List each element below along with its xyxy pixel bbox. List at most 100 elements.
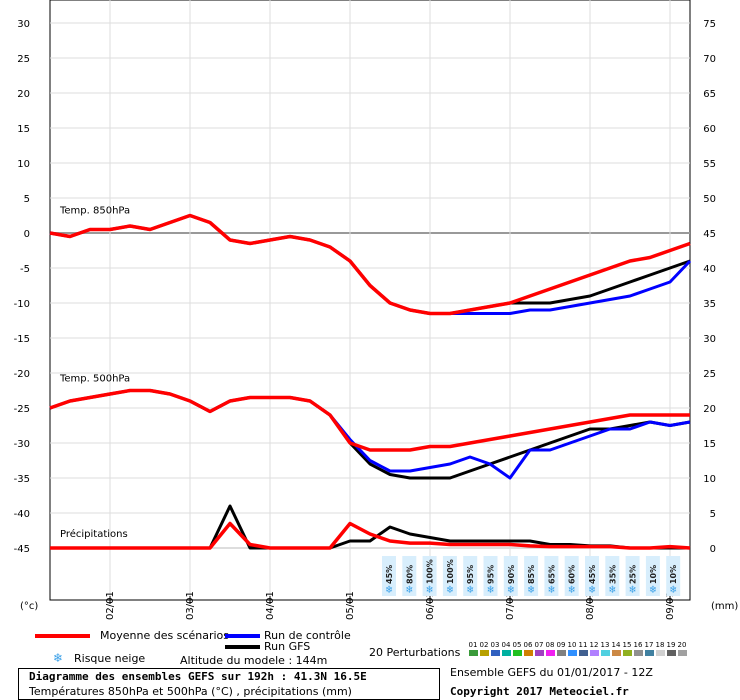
left-tick-label: 0 xyxy=(24,229,30,240)
left-tick-label: -10 xyxy=(14,299,30,310)
snowflake-icon: ❄ xyxy=(609,583,616,596)
legend-perturbations: 20 Perturbations xyxy=(369,646,461,659)
perturbation-swatch xyxy=(546,650,555,656)
x-tick-label: 06/01 xyxy=(425,591,436,620)
snow-risk-bg xyxy=(666,556,681,596)
snow-risk-value: 100% xyxy=(446,559,455,584)
snow-risk-bg xyxy=(585,556,599,596)
perturbation-number: 11 xyxy=(578,641,588,649)
left-tick-label: 5 xyxy=(24,194,30,205)
perturbation-swatch xyxy=(678,650,687,656)
left-tick-label: 30 xyxy=(17,19,30,30)
panel-label: Précipitations xyxy=(60,528,128,540)
snowflake-icon: ❄ xyxy=(53,651,64,665)
right-tick-label: 35 xyxy=(703,299,716,310)
left-tick-label: -40 xyxy=(14,509,30,520)
perturbation-swatch xyxy=(634,650,643,656)
perturbation-swatch xyxy=(502,650,511,656)
perturbation-swatch xyxy=(524,650,533,656)
perturbation-number: 15 xyxy=(622,641,632,649)
right-tick-label: 30 xyxy=(703,334,716,345)
legend-control-swatch xyxy=(225,634,260,638)
snow-risk-value: 80% xyxy=(405,565,414,584)
snow-risk-value: 95% xyxy=(466,565,475,584)
perturbation-swatch xyxy=(557,650,566,656)
left-unit-label: (°c) xyxy=(20,601,38,612)
snow-risk-bg xyxy=(483,556,498,596)
perturbation-number: 12 xyxy=(589,641,599,649)
left-tick-label: -20 xyxy=(14,369,30,380)
right-tick-label: 50 xyxy=(703,194,716,205)
snowflake-icon: ❄ xyxy=(629,583,636,596)
legend-control-label: Run de contrôle xyxy=(264,629,351,642)
snow-risk-bg xyxy=(463,556,478,596)
left-tick-label: -30 xyxy=(14,439,30,450)
snow-risk-bg xyxy=(422,556,437,596)
right-tick-label: 55 xyxy=(703,159,716,170)
right-tick-label: 10 xyxy=(703,474,716,485)
right-tick-label: 40 xyxy=(703,264,716,275)
x-tick-label: 04/01 xyxy=(265,591,276,620)
perturbation-swatch xyxy=(612,650,621,656)
info-box: Diagramme des ensembles GEFS sur 192h : … xyxy=(18,668,440,700)
snow-risk-value: 35% xyxy=(608,565,617,584)
series-line xyxy=(49,388,690,452)
perturbation-number: 05 xyxy=(512,641,522,649)
snow-risk-bg xyxy=(382,556,396,596)
perturbation-number: 03 xyxy=(490,641,500,649)
snow-risk-bg xyxy=(605,556,620,596)
perturbation-swatch xyxy=(645,650,654,656)
snow-risk-value: 100% xyxy=(426,559,435,584)
perturbation-number: 17 xyxy=(644,641,654,649)
snowflake-icon: ❄ xyxy=(447,583,454,596)
snow-risk-row: 45%❄80%❄100%❄100%❄95%❄95%❄90%❄85%❄65%❄60… xyxy=(382,556,681,596)
snow-risk-bg xyxy=(625,556,640,596)
perturbation-swatch xyxy=(623,650,632,656)
right-tick-label: 25 xyxy=(703,369,716,380)
x-tick-label: 05/01 xyxy=(345,591,356,620)
snowflake-icon: ❄ xyxy=(568,583,575,596)
copyright: Copyright 2017 Meteociel.fr xyxy=(450,685,629,698)
plot-area xyxy=(49,0,691,601)
snow-risk-value: 25% xyxy=(629,565,638,584)
snowflake-icon: ❄ xyxy=(589,583,596,596)
snow-risk-value: 85% xyxy=(527,565,536,584)
right-unit-label: (mm) xyxy=(711,601,738,612)
snow-risk-value: 45% xyxy=(385,565,394,584)
series-line xyxy=(50,521,691,550)
perturbation-swatch xyxy=(480,650,489,656)
diagram-subtitle: Températures 850hPa et 500hPa (°C) , pré… xyxy=(29,685,352,698)
perturbation-swatch xyxy=(601,650,610,656)
snow-risk-value: 45% xyxy=(588,565,597,584)
snowflake-icon: ❄ xyxy=(670,583,677,596)
perturbation-number: 20 xyxy=(677,641,687,649)
perturbation-number: 14 xyxy=(611,641,621,649)
right-tick-label: 20 xyxy=(703,404,716,415)
snow-risk-bg xyxy=(564,556,579,596)
snowflake-icon: ❄ xyxy=(507,583,514,596)
snow-risk-bg xyxy=(544,556,559,596)
right-tick-label: 15 xyxy=(703,439,716,450)
snow-risk-bg xyxy=(442,556,457,596)
perturbation-swatch xyxy=(513,650,522,656)
x-tick-label: 02/01 xyxy=(105,591,116,620)
snowflake-icon: ❄ xyxy=(548,583,555,596)
snow-risk-value: 10% xyxy=(649,565,658,584)
diagram-title: Diagramme des ensembles GEFS sur 192h : … xyxy=(29,670,367,683)
perturbation-swatch xyxy=(469,650,478,656)
snowflake-icon: ❄ xyxy=(386,583,393,596)
perturbation-swatch xyxy=(656,650,665,656)
x-tick-label: 08/01 xyxy=(585,591,596,620)
right-tick-label: 0 xyxy=(710,544,716,555)
series-lines xyxy=(49,213,692,550)
perturbation-number: 06 xyxy=(523,641,533,649)
legend-snow-label: Risque neige xyxy=(74,652,146,665)
perturbation-swatch xyxy=(491,650,500,656)
right-tick-label: 65 xyxy=(703,89,716,100)
left-tick-label: -35 xyxy=(14,474,30,485)
panel-label: Temp. 850hPa xyxy=(59,205,130,216)
perturbation-swatch xyxy=(590,650,599,656)
panel-label: Temp. 500hPa xyxy=(59,373,130,384)
